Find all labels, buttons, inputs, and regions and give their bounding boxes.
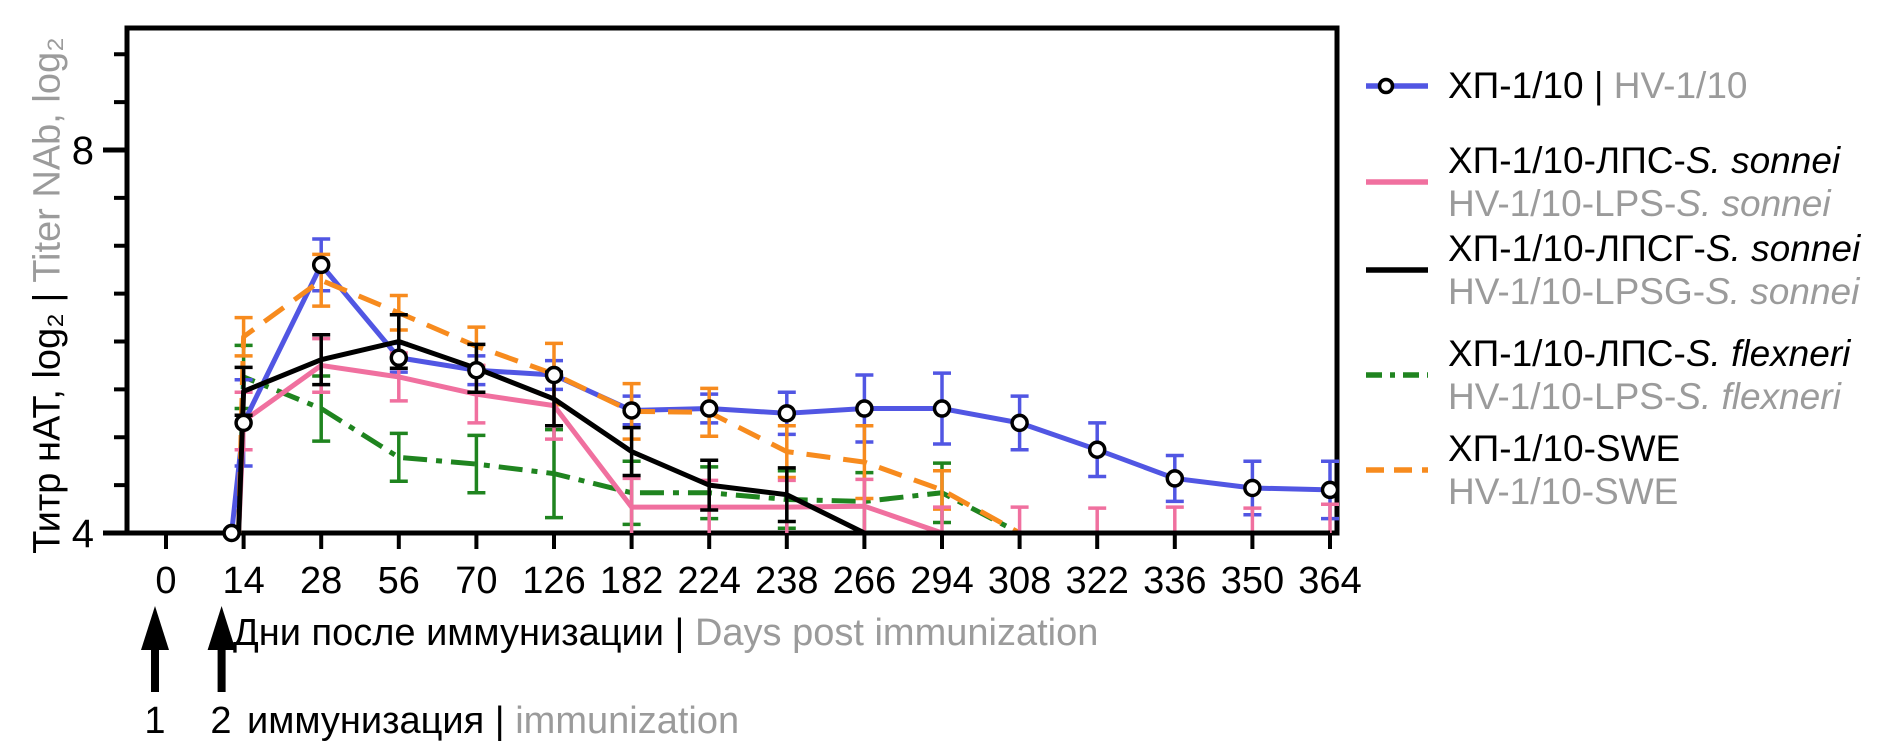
data-point-marker-hv-1-10 [311, 255, 331, 275]
legend-line-sample [1366, 267, 1428, 273]
data-point-marker-hv-1-10 [855, 399, 874, 418]
legend-item-hv-1-10: ХП-1/10 | HV-1/10 [1362, 64, 1898, 107]
legend-label-ru: ХП-1/10-ЛПСГ-S. sonnei [1448, 228, 1861, 269]
data-point-marker-hv-1-10 [1087, 440, 1107, 459]
x-tick-label: 224 [677, 560, 740, 602]
x-tick-label: 14 [222, 560, 264, 602]
legend-label-en: HV-1/10-LPSG-S. sonnei [1448, 271, 1860, 312]
data-point-marker-hv-1-10 [234, 413, 253, 433]
data-point-marker-hv-1-10 [467, 360, 486, 380]
legend-label: ХП-1/10 | HV-1/10 [1448, 64, 1898, 107]
x-tick-label: 56 [378, 560, 420, 602]
y-axis-title-en: Titer NAb, log₂ [26, 37, 69, 283]
data-point-marker-hv-1-10 [699, 399, 719, 418]
legend-line-sample [1366, 179, 1428, 185]
data-point-marker-hv-1-10 [389, 348, 409, 368]
legend-label: ХП-1/10-ЛПС-S. sonnei HV-1/10-LPS-S. son… [1448, 139, 1898, 225]
legend-line-sample [1366, 77, 1428, 95]
legend-line-sample [1366, 372, 1428, 378]
immunization-arrow-1-head [141, 606, 169, 650]
x-tick-label: 294 [910, 560, 973, 602]
x-tick-label: 308 [988, 560, 1051, 602]
data-point-marker-hv-1-10 [622, 401, 641, 420]
x-tick-label: 364 [1298, 560, 1361, 602]
x-tick-label: 336 [1143, 560, 1206, 602]
x-tick-label: 322 [1065, 560, 1128, 602]
x-tick-label: 28 [300, 560, 342, 602]
legend-label: ХП-1/10-ЛПС-S. flexneri HV-1/10-LPS-S. f… [1448, 332, 1898, 418]
legend-marker-circle [1377, 77, 1395, 95]
data-point-marker-hv-1-10 [932, 399, 952, 418]
immunization-1-label: 1 [144, 700, 166, 742]
x-axis-title-ru: Дни после иммунизации | [233, 612, 685, 654]
legend-label: ХП-1/10-ЛПСГ-S. sonnei HV-1/10-LPSG-S. s… [1448, 227, 1898, 313]
legend-label-ru: ХП-1/10-ЛПС-S. sonnei [1448, 140, 1841, 181]
x-axis-title: Дни после иммунизации | Days post immuni… [233, 612, 1098, 655]
y-tick-label: 4 [72, 512, 94, 556]
y-axis-title-ru: Титр нАТ, log₂ | [26, 292, 69, 554]
immunization-annotation: иммунизация | immunization [247, 700, 739, 743]
legend-item-lps-flexneri: ХП-1/10-ЛПС-S. flexneri HV-1/10-LPS-S. f… [1362, 332, 1898, 418]
x-tick-label: 238 [755, 560, 818, 602]
x-tick-label: 0 [155, 560, 176, 602]
series-line-hv-1-10-lps-flexneri [236, 374, 1330, 536]
data-point-marker-hv-1-10 [222, 523, 241, 543]
y-axis-title: Титр нАТ, log₂ | Titer NAb, log₂ [27, 16, 70, 576]
data-point-marker-hv-1-10 [1320, 480, 1340, 500]
legend-label-en: HV-1/10-LPS-S. flexneri [1448, 376, 1841, 417]
x-tick-label: 266 [833, 560, 896, 602]
plot-frame [124, 25, 1340, 536]
legend-swatch-orange-dashed-line [1364, 450, 1430, 490]
immunization-annotation-en: immunization [515, 700, 740, 742]
x-tick-label: 70 [455, 560, 497, 602]
y-tick-label: 8 [72, 129, 94, 173]
legend-label-en: HV-1/10-LPS-S. sonnei [1448, 183, 1831, 224]
legend-swatch-green-dashdot-line [1364, 355, 1430, 395]
legend-swatch-pink-line [1364, 162, 1430, 202]
x-tick-label: 126 [522, 560, 585, 602]
legend-label-en: HV-1/10-SWE [1448, 471, 1679, 512]
legend-label-ru: ХП-1/10-ЛПС-S. flexneri [1448, 333, 1851, 374]
x-axis-title-en: Days post immunization [694, 612, 1099, 654]
data-point-marker-hv-1-10 [1010, 413, 1029, 433]
legend-label-ru: ХП-1/10 | [1448, 65, 1604, 106]
legend-item-swe: ХП-1/10-SWE HV-1/10-SWE [1362, 427, 1898, 513]
legend-item-lps-sonnei: ХП-1/10-ЛПС-S. sonnei HV-1/10-LPS-S. son… [1362, 139, 1898, 225]
legend-item-lpsg-sonnei: ХП-1/10-ЛПСГ-S. sonnei HV-1/10-LPSG-S. s… [1362, 227, 1898, 313]
series-line-hv-1-10-lpsg-sonnei [236, 339, 1330, 536]
legend-swatch-blue-circle-line [1364, 66, 1430, 106]
immunization-arrow-2-head [207, 606, 236, 650]
legend-label: ХП-1/10-SWE HV-1/10-SWE [1448, 427, 1898, 513]
data-point-marker-hv-1-10 [777, 404, 797, 423]
immunization-arrow-1-shaft [151, 644, 159, 692]
data-point-marker-hv-1-10 [544, 365, 564, 385]
series-line-hv-1-10 [229, 262, 1331, 534]
x-tick-label: 182 [600, 560, 663, 602]
legend-swatch-black-line [1364, 250, 1430, 290]
data-point-marker-hv-1-10 [1243, 478, 1262, 498]
x-tick-label: 350 [1221, 560, 1284, 602]
immunization-arrow-2-shaft [217, 644, 226, 692]
legend-line-sample [1366, 467, 1428, 473]
data-point-marker-hv-1-10 [1165, 469, 1185, 488]
legend-label-en: HV-1/10 [1613, 65, 1748, 106]
immunization-2-label: 2 [210, 700, 232, 742]
legend-label-ru: ХП-1/10-SWE [1448, 428, 1681, 469]
immunization-annotation-ru: иммунизация | [247, 700, 505, 742]
